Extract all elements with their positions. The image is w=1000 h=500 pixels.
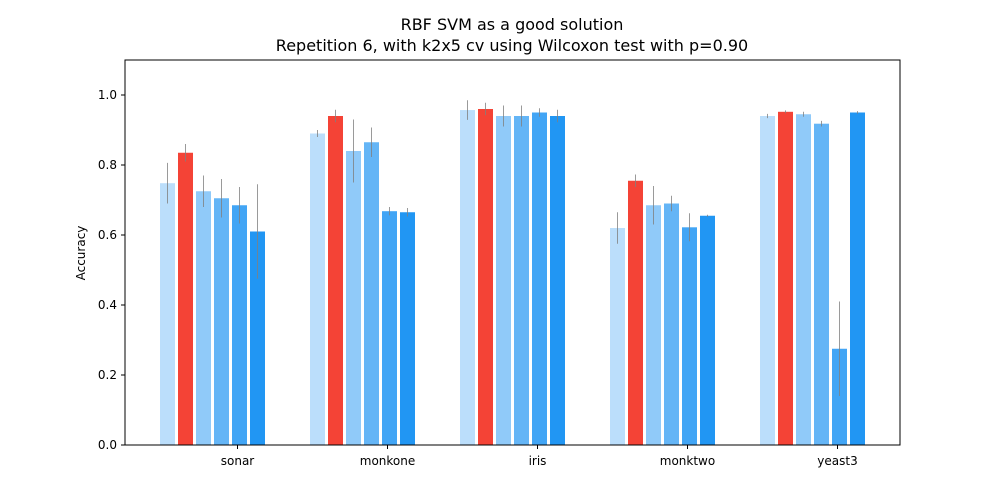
bar-yeast3-3 [814,123,829,445]
bar-monktwo-5 [700,215,715,445]
bar-yeast3-0 [760,116,775,445]
axes-layer: 0.0 0.2 0.4 0.6 0.8 1.0 sonar monkone iris monktw… [98,59,901,468]
y-tick-label: 0.0 [98,438,117,452]
bar-yeast3-5 [850,112,865,445]
bar-monkone-1 [328,116,343,445]
bar-sonar-5 [250,231,265,445]
bar-monkone-4 [382,211,397,445]
y-tick-label: 1.0 [98,88,117,102]
chart-title-line2: Repetition 6, with k2x5 cv using Wilcoxo… [276,36,748,55]
y-tick-label: 0.2 [98,368,117,382]
bar-iris-5 [550,116,565,445]
bars-layer [160,109,865,446]
bar-monktwo-1 [628,180,643,445]
x-tick-label-iris: iris [529,454,547,468]
chart-title-line1: RBF SVM as a good solution [401,15,624,34]
bar-iris-1 [478,109,493,445]
bar-iris-0 [460,110,475,446]
x-tick-label-yeast3: yeast3 [817,454,857,468]
bar-iris-3 [514,116,529,445]
bar-yeast3-1 [778,111,793,446]
x-tick-label-monktwo: monktwo [660,454,715,468]
bar-sonar-0 [160,183,175,445]
error-bars-layer [167,100,858,396]
bar-monkone-5 [400,212,415,445]
bar-monkone-0 [310,133,325,445]
y-tick-label: 0.4 [98,298,117,312]
bar-monktwo-4 [682,227,697,445]
bar-sonar-4 [232,205,247,445]
y-tick-label: 0.8 [98,158,117,172]
x-tick-label-monkone: monkone [360,454,416,468]
bar-sonar-2 [196,191,211,445]
bar-iris-4 [532,112,547,445]
y-axis-label: Accuracy [74,226,88,281]
bar-iris-2 [496,116,511,445]
bar-monktwo-2 [646,205,661,445]
bar-yeast3-2 [796,114,811,445]
bar-monkone-3 [364,142,379,445]
bar-monktwo-0 [610,228,625,445]
bar-monktwo-3 [664,203,679,445]
plot-frame [124,59,901,446]
bar-sonar-3 [214,198,229,445]
y-tick-label: 0.6 [98,228,117,242]
x-tick-label-sonar: sonar [221,454,255,468]
bar-monkone-2 [346,151,361,445]
bar-sonar-1 [178,152,193,445]
bar-yeast3-4 [832,348,847,445]
